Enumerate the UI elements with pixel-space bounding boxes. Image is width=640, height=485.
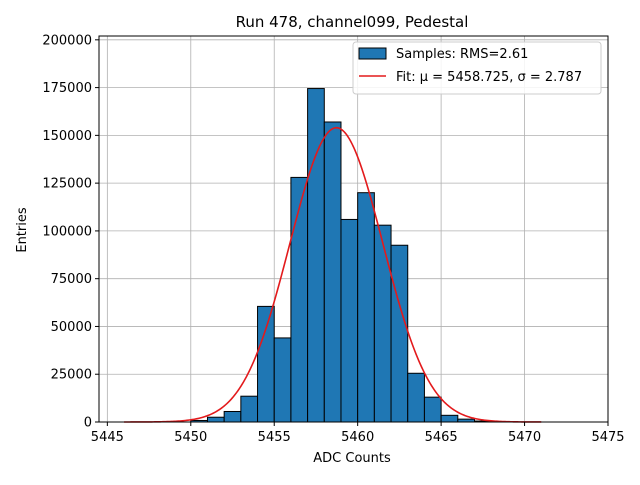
y-tick-label: 100000 <box>42 224 92 239</box>
y-tick-label: 150000 <box>42 129 92 144</box>
legend-label-samples: Samples: RMS=2.61 <box>396 47 528 62</box>
y-tick-label: 175000 <box>42 81 92 96</box>
x-tick-label: 5455 <box>258 430 291 445</box>
x-tick-label: 5450 <box>174 430 207 445</box>
histogram-bar <box>291 177 308 422</box>
chart-title: Run 478, channel099, Pedestal <box>236 13 469 31</box>
histogram-bar <box>341 219 358 422</box>
legend-swatch-samples <box>359 48 386 59</box>
x-tick-label: 5475 <box>591 430 624 445</box>
y-tick-label: 125000 <box>42 177 92 192</box>
x-tick-label: 5470 <box>508 430 541 445</box>
histogram-bar <box>358 193 375 422</box>
y-tick-label: 75000 <box>51 272 92 287</box>
y-axis-label: Entries <box>15 207 30 253</box>
x-tick-label: 5445 <box>91 430 124 445</box>
y-tick-label: 50000 <box>51 320 92 335</box>
histogram-bar <box>224 411 241 422</box>
y-tick-label: 200000 <box>42 33 92 48</box>
histogram-bar <box>374 225 391 422</box>
histogram-bar <box>274 338 291 422</box>
histogram-bar <box>408 373 425 422</box>
x-tick-label: 5465 <box>425 430 458 445</box>
x-tick-label: 5460 <box>341 430 374 445</box>
histogram-bar <box>241 396 258 422</box>
histogram-bar <box>424 397 441 422</box>
y-tick-label: 0 <box>84 416 92 431</box>
histogram-bar <box>391 245 408 422</box>
legend-label-fit: Fit: μ = 5458.725, σ = 2.787 <box>396 70 582 85</box>
histogram-bar <box>207 417 224 422</box>
histogram-bar <box>308 89 325 422</box>
legend: Samples: RMS=2.61 Fit: μ = 5458.725, σ =… <box>353 42 601 94</box>
histogram-bar <box>441 415 458 422</box>
y-tick-label: 25000 <box>51 368 92 383</box>
histogram-bar <box>258 306 275 422</box>
x-axis-label: ADC Counts <box>313 451 391 466</box>
histogram-bar <box>324 122 341 422</box>
